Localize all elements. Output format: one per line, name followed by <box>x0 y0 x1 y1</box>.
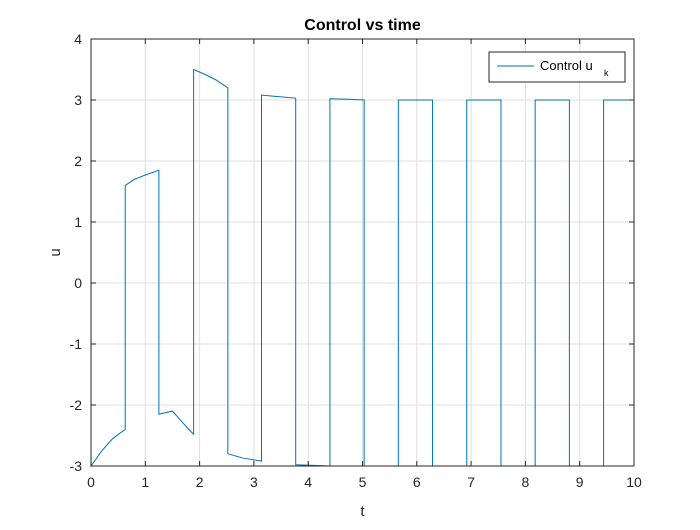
x-tick-label: 9 <box>576 474 584 490</box>
ticks: 0 1 2 3 4 5 6 7 8 9 10 -3 -2 -1 0 1 2 3 4 <box>70 31 642 490</box>
x-tick-label: 0 <box>87 474 95 490</box>
y-tick-label: 4 <box>74 31 82 47</box>
y-tick-label: -1 <box>70 336 83 352</box>
legend-label-subscript: k <box>604 68 609 78</box>
legend: Control u k <box>488 51 626 83</box>
x-tick-label: 6 <box>413 474 421 490</box>
y-tick-label: 3 <box>74 92 82 108</box>
x-axis-label: t <box>360 503 365 520</box>
x-tick-label: 2 <box>196 474 204 490</box>
y-tick-label: 0 <box>74 275 82 291</box>
x-tick-label: 5 <box>359 474 367 490</box>
y-tick-label: 1 <box>74 214 82 230</box>
y-tick-label: 2 <box>74 153 82 169</box>
x-tick-label: 4 <box>304 474 312 490</box>
legend-box <box>488 51 626 83</box>
series-line-control <box>90 68 634 468</box>
y-tick-label: -2 <box>70 397 83 413</box>
series-layer <box>90 68 634 468</box>
x-tick-label: 1 <box>141 474 149 490</box>
x-tick-label: 10 <box>626 474 642 490</box>
chart-title: Control vs time <box>304 17 421 34</box>
y-axis-label: u <box>47 248 64 256</box>
legend-label: Control u <box>540 58 593 73</box>
x-tick-label: 3 <box>250 474 258 490</box>
x-tick-label: 8 <box>522 474 530 490</box>
y-tick-label: -3 <box>70 458 83 474</box>
x-tick-label: 7 <box>467 474 475 490</box>
